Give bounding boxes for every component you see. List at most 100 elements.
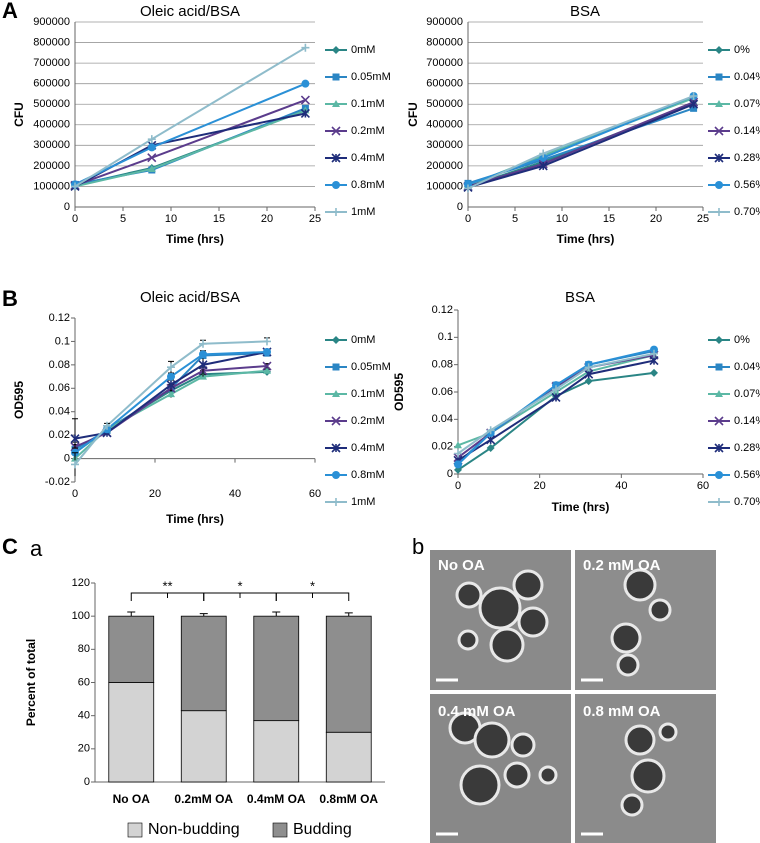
micrograph-label: No OA: [438, 557, 485, 574]
y-axis-label: CFU: [12, 102, 26, 127]
marker: [332, 181, 340, 189]
marker: [715, 73, 723, 81]
bar-segment: [108, 615, 155, 683]
y-tick-label: 700000: [33, 57, 70, 69]
micrograph-label: 0.8 mM OA: [583, 703, 661, 720]
x-tick-label: 60: [309, 488, 321, 500]
chart-title: BSA: [570, 3, 600, 20]
y-tick-label: 0.04: [49, 406, 70, 418]
y-tick-label: 200000: [33, 160, 70, 172]
marker: [332, 363, 340, 371]
y-tick-label: 700000: [426, 57, 463, 69]
marker: [167, 390, 175, 398]
marker: [167, 372, 175, 381]
series-line: [457, 352, 655, 455]
legend-label: 0.70%: [734, 496, 760, 508]
y-tick-label: 0.1: [438, 331, 453, 343]
y-tick-label: 600000: [426, 78, 463, 90]
marker: [551, 392, 561, 403]
marker: [263, 337, 271, 346]
error-bar: [272, 611, 281, 617]
legend-label: 1mM: [351, 206, 375, 218]
marker: [689, 99, 699, 109]
y-tick-label: 100000: [33, 180, 70, 192]
marker: [715, 471, 723, 479]
x-tick-label: 40: [229, 488, 241, 500]
marker: [263, 347, 271, 356]
legend-label: 0mM: [351, 334, 375, 346]
legend-label: 0.14%: [734, 125, 760, 137]
x-axis-label: Time (hrs): [166, 512, 224, 526]
marker: [332, 46, 340, 54]
y-tick-label: 120: [72, 577, 90, 589]
y-tick-label: 0.06: [49, 382, 70, 394]
marker: [584, 369, 594, 379]
marker: [301, 43, 310, 52]
bar-segment: [325, 731, 372, 783]
x-tick-label: 25: [697, 213, 709, 225]
x-axis-label: Time (hrs): [166, 232, 224, 246]
x-tick-label: 20: [650, 213, 662, 225]
marker: [486, 435, 496, 445]
marker: [715, 181, 723, 189]
legend-label: 0.05mM: [351, 71, 391, 83]
marker: [331, 416, 341, 426]
x-tick-label: 20: [534, 480, 546, 492]
x-tick-label: 0.4mM OA: [247, 792, 306, 806]
y-tick-label: 0: [84, 776, 90, 788]
marker: [714, 153, 724, 163]
legend-label: 0.2mM: [351, 415, 385, 427]
y-tick-label: 400000: [33, 119, 70, 131]
x-tick-label: 40: [615, 480, 627, 492]
series-line: [74, 99, 306, 187]
y-tick-label: 0.12: [49, 312, 70, 324]
marker: [167, 363, 175, 372]
legend-label: 0.4mM: [351, 442, 385, 454]
marker: [715, 498, 723, 506]
marker: [714, 416, 724, 426]
marker: [332, 336, 340, 344]
y-tick-label: 900000: [426, 16, 463, 28]
y-tick-label: 800000: [33, 36, 70, 48]
y-tick-label: 0: [64, 201, 70, 213]
x-tick-label: No OA: [113, 792, 151, 806]
x-tick-label: 25: [309, 213, 321, 225]
y-tick-label: 0.02: [432, 441, 453, 453]
marker: [147, 135, 156, 144]
significance-label: *: [310, 578, 315, 593]
marker: [332, 390, 340, 397]
y-tick-label: 300000: [426, 139, 463, 151]
marker: [454, 465, 462, 474]
marker: [332, 73, 340, 81]
y-tick-label: 100000: [426, 180, 463, 192]
bar-segment: [253, 615, 300, 722]
marker: [464, 180, 472, 189]
marker: [715, 208, 723, 216]
legend-label: 0.2mM: [351, 125, 385, 137]
marker: [650, 345, 658, 354]
y-tick-label: 300000: [33, 139, 70, 151]
chart-title: BSA: [565, 289, 595, 306]
y-axis-label: CFU: [406, 102, 420, 127]
marker: [715, 100, 723, 107]
marker: [263, 366, 271, 374]
y-tick-label: 500000: [33, 98, 70, 110]
series-line: [74, 82, 306, 186]
legend-label: 0.1mM: [351, 98, 385, 110]
marker: [552, 385, 560, 394]
marker: [103, 421, 111, 430]
marker: [70, 434, 80, 444]
y-tick-label: 600000: [33, 78, 70, 90]
marker: [714, 126, 724, 136]
x-tick-label: 0: [455, 480, 461, 492]
panel-label: a: [30, 536, 43, 561]
legend-label: Non-budding: [148, 821, 240, 838]
legend-label: Budding: [293, 821, 352, 838]
marker: [454, 460, 462, 469]
cells: [448, 568, 678, 817]
marker: [331, 126, 341, 136]
x-tick-label: 10: [556, 213, 568, 225]
x-tick-label: 60: [697, 480, 709, 492]
x-tick-label: 20: [261, 213, 273, 225]
